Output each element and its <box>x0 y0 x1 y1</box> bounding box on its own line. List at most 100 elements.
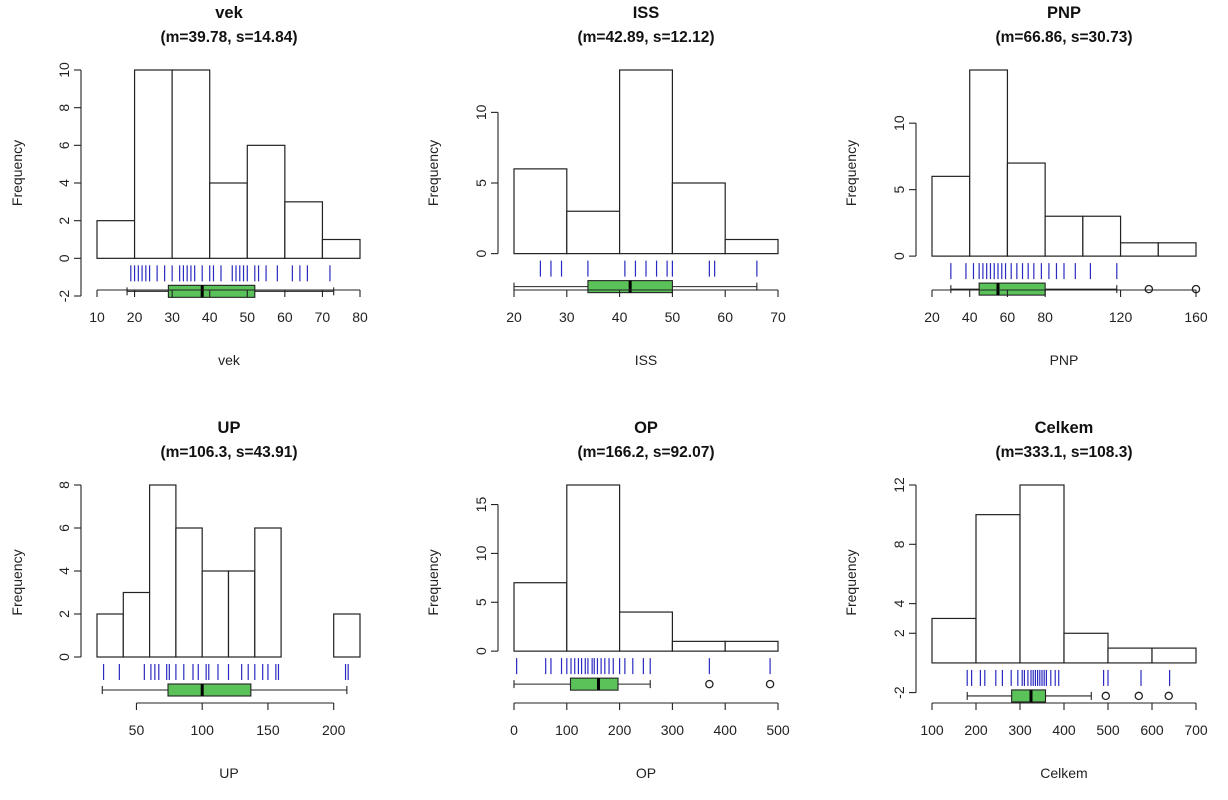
boxplot-box <box>167 284 256 298</box>
x-tick-label: 160 <box>1184 309 1208 325</box>
x-tick-label: 600 <box>1140 722 1164 738</box>
x-tick-label: 120 <box>1109 309 1133 325</box>
y-tick-label: 0 <box>891 252 907 260</box>
x-tick-label: 40 <box>202 309 218 325</box>
x-tick-label: 50 <box>129 722 145 738</box>
y-tick-label: 5 <box>473 598 489 606</box>
histogram-bar <box>671 182 726 255</box>
x-tick-label: 70 <box>770 309 786 325</box>
x-tick-label: 500 <box>1096 722 1120 738</box>
y-tick-label: 6 <box>56 524 72 532</box>
boxplot-outlier <box>765 679 775 689</box>
y-tick-label: 2 <box>56 217 72 225</box>
x-axis-label: PNP <box>1050 352 1079 368</box>
boxplot-outlier <box>1164 691 1173 701</box>
histogram-bar <box>1063 632 1109 664</box>
x-axis-label: vek <box>218 352 241 368</box>
y-tick-label: 10 <box>56 62 72 78</box>
chart-subtitle: (m=106.3, s=43.91) <box>160 444 297 461</box>
x-tick-label: 30 <box>164 309 180 325</box>
y-tick-label: 6 <box>56 141 72 149</box>
histogram-bar <box>618 69 673 255</box>
x-tick-label: 10 <box>89 309 105 325</box>
x-axis-label: UP <box>219 765 238 781</box>
x-tick-label: 200 <box>964 722 988 738</box>
histogram-bar <box>931 617 977 664</box>
histogram-bar <box>566 210 621 255</box>
histogram-bar <box>618 611 673 652</box>
x-axis-label: OP <box>636 765 656 781</box>
histogram-bar <box>566 484 621 652</box>
chart-subtitle: (m=39.78, s=14.84) <box>160 29 297 46</box>
x-tick-label: 40 <box>962 309 978 325</box>
x-tick-label: 0 <box>510 722 518 738</box>
chart-panel-6: 100 200 300 400 500 600 700 -2 2 4 8 12 Celkem (m=333… <box>843 419 1208 781</box>
x-tick-label: 200 <box>322 722 346 738</box>
chart-subtitle: (m=42.89, s=12.12) <box>577 29 714 46</box>
histogram-bar <box>96 613 124 658</box>
histogram-bar <box>201 570 230 658</box>
histogram-bar <box>284 201 324 259</box>
histogram-bar <box>96 220 136 259</box>
boxplot-outlier <box>1134 691 1144 701</box>
x-tick-label: 100 <box>191 722 215 738</box>
y-tick-label: 2 <box>56 610 72 618</box>
chart-subtitle: (m=333.1, s=108.3) <box>995 444 1132 461</box>
x-tick-label: 150 <box>256 722 280 738</box>
boxplot-box <box>978 282 1046 296</box>
histogram-bar <box>975 514 1021 664</box>
histogram-bar <box>671 640 726 652</box>
histogram-bar <box>1082 215 1122 257</box>
y-tick-label: 4 <box>56 179 72 187</box>
y-tick-label: 10 <box>473 545 489 561</box>
boxplot-outlier <box>1101 691 1111 701</box>
x-tick-label: 400 <box>714 722 738 738</box>
boxplot-outlier <box>1144 284 1154 294</box>
y-tick-label: 4 <box>56 567 72 575</box>
x-tick-label: 80 <box>1037 309 1053 325</box>
y-tick-label: 0 <box>56 653 72 661</box>
histogram-bar <box>513 582 568 652</box>
y-axis-label: Frequency <box>843 549 859 615</box>
histogram-bar <box>724 238 779 255</box>
histogram-bar <box>122 591 151 658</box>
x-tick-label: 300 <box>661 722 685 738</box>
y-tick-label: 10 <box>891 115 907 131</box>
chart-subtitle: (m=166.2, s=92.07) <box>577 444 714 461</box>
x-tick-label: 200 <box>608 722 632 738</box>
x-tick-label: 50 <box>665 309 681 325</box>
histogram-bar <box>1044 215 1084 257</box>
chart-subtitle: (m=66.86, s=30.73) <box>995 29 1132 46</box>
histogram-bar <box>1119 242 1159 257</box>
x-tick-label: 60 <box>1000 309 1016 325</box>
x-tick-label: 400 <box>1052 722 1076 738</box>
chart-panel-3: 20 40 60 80 120 160 0 5 10 PNP (m=66.86, s=30.73) P… <box>843 4 1208 368</box>
histogram-bar <box>246 144 286 259</box>
histogram-bar <box>969 69 1009 257</box>
histogram-bar <box>254 527 282 658</box>
chart-title: PNP <box>1047 4 1081 22</box>
x-tick-label: 500 <box>766 722 790 738</box>
x-tick-label: 30 <box>559 309 575 325</box>
boxplot-outlier <box>705 679 714 689</box>
y-tick-label: 0 <box>473 647 489 655</box>
chart-title: UP <box>218 419 241 437</box>
x-tick-label: 20 <box>924 309 940 325</box>
x-tick-label: 300 <box>1008 722 1032 738</box>
histogram-bar <box>227 570 256 658</box>
chart-panel-4: 50 100 150 200 0 2 4 6 8 UP (m=106.3, s=43.91) UP Fr… <box>9 419 361 781</box>
histogram-bar <box>513 168 568 255</box>
x-tick-label: 60 <box>717 309 733 325</box>
histogram-bar <box>149 484 177 658</box>
y-tick-label: 10 <box>473 104 489 120</box>
x-tick-label: 70 <box>315 309 331 325</box>
y-tick-label: 2 <box>891 629 907 637</box>
chart-panel-1: 10 20 30 40 50 60 70 80 -2 0 2 4 6 8 10 vek (m=39.78, s=… <box>9 4 368 368</box>
x-tick-label: 50 <box>239 309 255 325</box>
histogram-bar <box>1107 647 1153 664</box>
y-axis-label: Frequency <box>425 140 441 206</box>
chart-title: OP <box>634 419 658 437</box>
y-tick-label: 8 <box>56 104 72 112</box>
y-tick-label: 8 <box>891 540 907 548</box>
